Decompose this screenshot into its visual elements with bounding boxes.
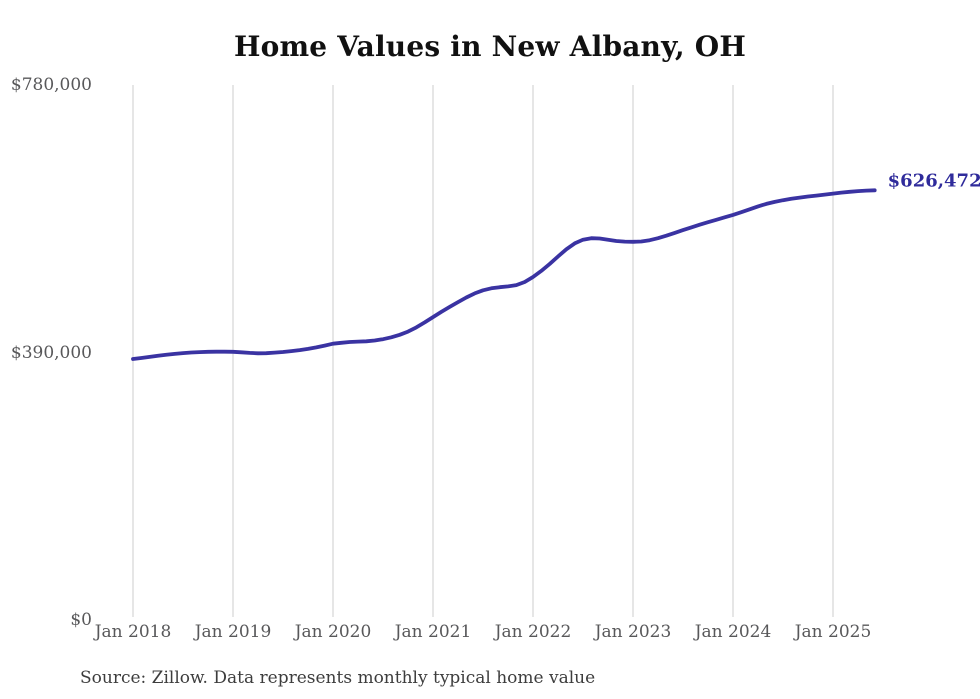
y-tick-label: $0 xyxy=(70,610,92,630)
x-tick-label: Jan 2020 xyxy=(294,622,372,642)
source-note: Source: Zillow. Data represents monthly … xyxy=(80,668,596,688)
y-tick-label: $390,000 xyxy=(10,342,92,363)
x-tick-label: Jan 2024 xyxy=(694,622,772,642)
x-tick-label: Jan 2018 xyxy=(94,622,172,642)
x-tick-label: Jan 2025 xyxy=(794,622,872,642)
home-value-line-series xyxy=(131,188,877,361)
y-tick-label: $780,000 xyxy=(10,75,92,95)
chart-title: Home Values in New Albany, OH xyxy=(233,30,747,63)
x-tick-label: Jan 2019 xyxy=(194,622,272,642)
x-tick-label: Jan 2021 xyxy=(394,622,472,642)
x-tick-label: Jan 2022 xyxy=(494,622,572,642)
latest-value-label: $626,472 xyxy=(887,170,980,192)
x-tick-label: Jan 2023 xyxy=(594,622,672,642)
